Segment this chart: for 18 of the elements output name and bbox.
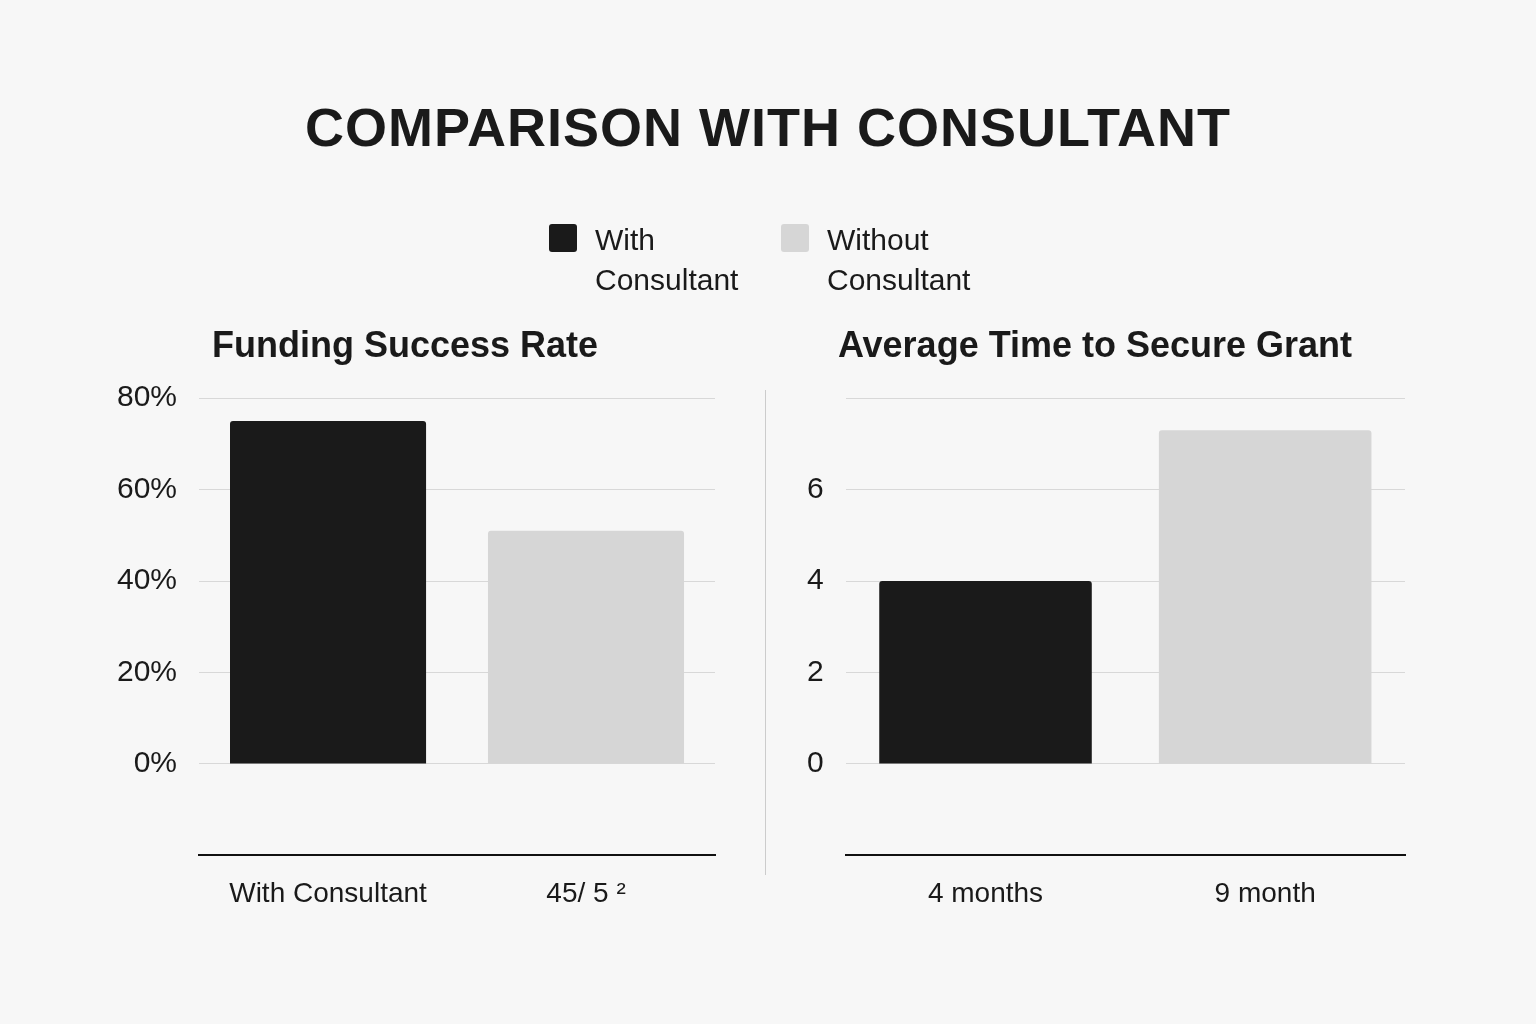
y-tick-label: 80% [117, 379, 178, 413]
legend-label: Without Consultant [827, 222, 972, 298]
chart-title: COMPARISON WITH CONSULTANT [304, 96, 1232, 158]
chart-title: Average Time to Secure Grant [837, 323, 1353, 365]
x-tick-label: 45/ 5 ² [546, 876, 626, 908]
y-tick-label: 20% [117, 653, 178, 687]
x-tick-label: 9 month [1214, 876, 1316, 908]
y-tick-label: 0% [133, 745, 178, 779]
y-tick-label: 60% [117, 470, 178, 504]
chart-subtitle: Funding Success Rate [211, 323, 599, 365]
legend-label: With Consultant [595, 222, 740, 298]
y-tick-label: 0 [807, 745, 824, 779]
x-tick-label: 4 months [927, 876, 1044, 908]
x-tick-label: With Consultant [229, 876, 428, 908]
y-tick-label: 2 [807, 653, 824, 687]
y-tick-label: 40% [117, 562, 178, 596]
y-tick-label: 4 [807, 562, 824, 596]
y-tick-label: 6 [807, 470, 824, 504]
